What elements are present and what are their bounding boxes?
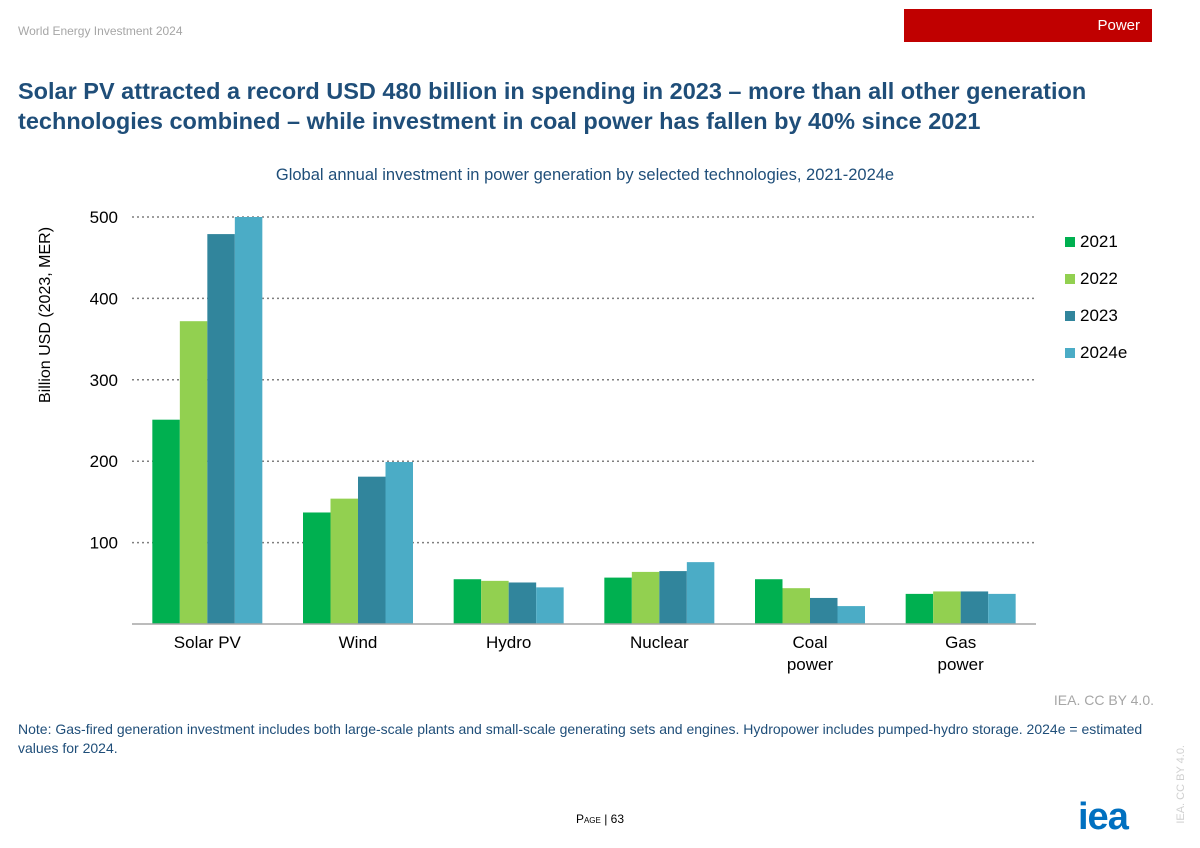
legend-label: 2021: [1080, 232, 1118, 251]
bar-2021: [303, 512, 331, 624]
y-tick-label: 400: [90, 289, 118, 308]
legend-label: 2022: [1080, 269, 1118, 288]
y-tick-label: 100: [90, 534, 118, 553]
page-num: | 63: [604, 812, 625, 826]
bar-2024e: [686, 562, 715, 624]
bar-2021: [755, 579, 783, 624]
bar-2024e: [837, 606, 865, 624]
legend-label: 2024e: [1080, 343, 1127, 362]
bar-2022: [179, 321, 208, 624]
bar-2023: [508, 582, 537, 624]
bar-2023: [810, 597, 838, 624]
x-tick-label: power: [938, 655, 985, 674]
source-credit: IEA. CC BY 4.0.: [1053, 692, 1154, 708]
x-tick-label: power: [787, 655, 834, 674]
page-prefix: Page: [575, 812, 601, 826]
x-tick-label: Wind: [339, 633, 378, 652]
bar-2021: [152, 419, 180, 624]
bar-chart: 100 200 300 400 500 Solar PV Wind Hydro Nuclear C…: [90, 208, 1128, 674]
bar-2022: [782, 588, 810, 624]
bar-2021: [604, 577, 632, 624]
page-number: Page | 63: [0, 812, 1200, 826]
bar-2021: [453, 579, 482, 624]
bar-2024e: [234, 217, 263, 624]
y-tick-label: 500: [90, 208, 118, 227]
bar-2024e: [385, 462, 413, 624]
y-tick-label: 200: [90, 452, 118, 471]
chart-note: Note: Gas-fired generation investment in…: [18, 721, 1143, 756]
bar-2024e: [536, 587, 564, 624]
bar-2021: [905, 593, 934, 624]
bar-2023: [960, 591, 989, 624]
bar-2024e: [988, 593, 1016, 624]
report-title: World Energy Investment 2024: [18, 24, 183, 38]
bar-2022: [330, 498, 358, 624]
bar-2022: [481, 580, 509, 624]
bar-2023: [207, 234, 235, 624]
x-tick-label: Coal: [793, 633, 828, 652]
bar-2022: [933, 591, 961, 624]
headline: Solar PV attracted a record USD 480 bill…: [18, 78, 1087, 134]
x-tick-label: Gas: [945, 633, 976, 652]
legend-label: 2023: [1080, 306, 1118, 325]
x-tick-label: Nuclear: [630, 633, 689, 652]
legend-swatch: [1065, 311, 1075, 321]
x-tick-label: Hydro: [486, 633, 531, 652]
iea-logo: iea: [1078, 796, 1129, 838]
legend-swatch: [1065, 348, 1075, 358]
chart-title: Global annual investment in power genera…: [275, 166, 895, 184]
legend-swatch: [1065, 274, 1075, 284]
y-tick-label: 300: [90, 371, 118, 390]
section-badge: Power: [904, 9, 1152, 42]
bar-2023: [659, 571, 687, 624]
x-tick-label: Solar PV: [174, 633, 242, 652]
legend-swatch: [1065, 237, 1075, 247]
bar-2023: [358, 476, 386, 624]
vertical-credit: IEA. CC BY 4.0.: [1175, 745, 1187, 824]
bar-2022: [631, 571, 660, 624]
